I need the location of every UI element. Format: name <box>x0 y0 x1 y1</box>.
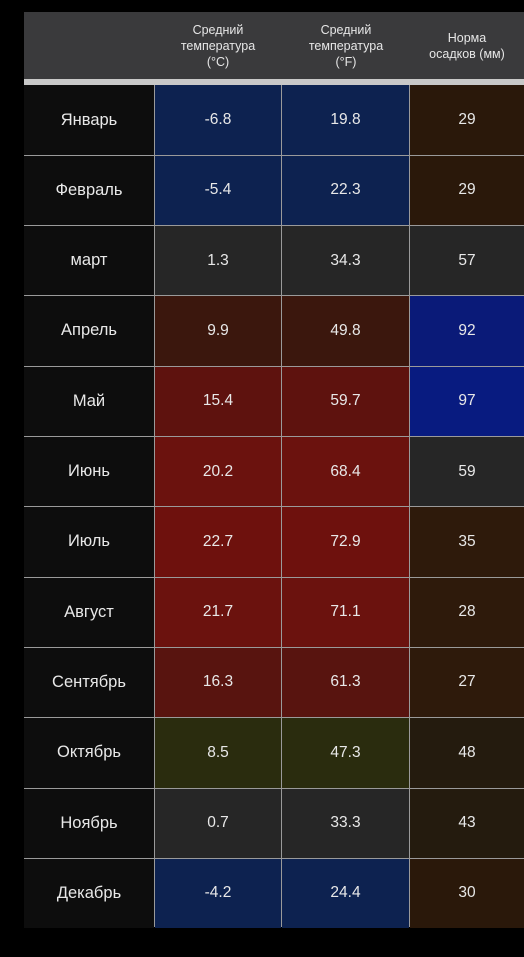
precip-cell: 48 <box>410 717 524 788</box>
month-cell: Январь <box>24 85 154 155</box>
row-divider <box>24 646 524 648</box>
table-header: Средний температура (°C) Средний темпера… <box>24 12 524 79</box>
row-divider <box>24 787 524 789</box>
precip-cell: 29 <box>410 155 524 226</box>
table-row: Апрель 9.9 49.8 92 <box>24 295 524 366</box>
temp-f-cell: 72.9 <box>282 506 409 577</box>
temp-f-cell: 34.3 <box>282 225 409 296</box>
temp-c-cell: 21.7 <box>155 577 281 648</box>
temp-c-cell: 16.3 <box>155 647 281 718</box>
temp-c-cell: -4.2 <box>155 858 281 929</box>
header-separator <box>24 79 524 85</box>
month-cell: Август <box>24 577 154 648</box>
precip-cell: 97 <box>410 366 524 437</box>
precip-cell: 92 <box>410 295 524 366</box>
climate-table: Средний температура (°C) Средний темпера… <box>24 12 524 929</box>
table-row: Ноябрь 0.7 33.3 43 <box>24 788 524 858</box>
temp-c-cell: 1.3 <box>155 225 281 296</box>
row-divider <box>24 436 524 437</box>
temp-f-cell: 68.4 <box>282 436 409 507</box>
precip-cell: 28 <box>410 577 524 648</box>
temp-c-cell: 15.4 <box>155 366 281 437</box>
temp-c-cell: 20.2 <box>155 436 281 507</box>
temp-c-cell: 9.9 <box>155 295 281 366</box>
column-divider <box>154 85 155 927</box>
temp-c-cell: 0.7 <box>155 788 281 858</box>
table-row: Июнь 20.2 68.4 59 <box>24 436 524 507</box>
month-cell: март <box>24 225 154 296</box>
temp-c-cell: -5.4 <box>155 155 281 226</box>
temp-f-cell: 61.3 <box>282 647 409 718</box>
precip-cell: 29 <box>410 85 524 155</box>
table-row: Сентябрь 16.3 61.3 27 <box>24 647 524 718</box>
temp-c-cell: -6.8 <box>155 85 281 155</box>
table-row: март 1.3 34.3 57 <box>24 225 524 296</box>
temp-f-cell: 71.1 <box>282 577 409 648</box>
precip-cell: 57 <box>410 225 524 296</box>
row-divider <box>24 857 524 859</box>
table-row: Декабрь -4.2 24.4 30 <box>24 858 524 929</box>
header-month <box>24 12 154 79</box>
month-cell: Ноябрь <box>24 788 154 858</box>
month-cell: Май <box>24 366 154 437</box>
month-cell: Июль <box>24 506 154 577</box>
row-divider <box>24 576 524 578</box>
temp-f-cell: 33.3 <box>282 788 409 858</box>
temp-f-cell: 47.3 <box>282 717 409 788</box>
table-row: Май 15.4 59.7 97 <box>24 366 524 437</box>
temp-f-cell: 24.4 <box>282 858 409 929</box>
table-row: Январь -6.8 19.8 29 <box>24 85 524 155</box>
temp-c-cell: 22.7 <box>155 506 281 577</box>
precip-cell: 43 <box>410 788 524 858</box>
table-row: Октябрь 8.5 47.3 48 <box>24 717 524 788</box>
header-avg-temp-c: Средний температура (°C) <box>180 22 256 69</box>
column-divider <box>281 85 282 927</box>
month-cell: Февраль <box>24 155 154 226</box>
column-divider <box>409 85 410 927</box>
table-row: Июль 22.7 72.9 35 <box>24 506 524 577</box>
header-avg-temp-f: Средний температура (°F) <box>308 22 384 69</box>
temp-f-cell: 19.8 <box>282 85 409 155</box>
table-row: Февраль -5.4 22.3 29 <box>24 155 524 226</box>
temp-f-cell: 22.3 <box>282 155 409 226</box>
precip-cell: 35 <box>410 506 524 577</box>
month-cell: Октябрь <box>24 717 154 788</box>
table-row: Август 21.7 71.1 28 <box>24 577 524 648</box>
precip-cell: 59 <box>410 436 524 507</box>
row-divider <box>24 506 524 508</box>
month-cell: Апрель <box>24 295 154 366</box>
temp-c-cell: 8.5 <box>155 717 281 788</box>
row-divider <box>24 717 524 719</box>
row-divider <box>24 154 524 156</box>
row-divider <box>24 295 524 297</box>
row-divider <box>24 365 524 367</box>
precip-cell: 27 <box>410 647 524 718</box>
row-divider <box>24 225 524 227</box>
precip-cell: 30 <box>410 858 524 929</box>
month-cell: Декабрь <box>24 858 154 929</box>
month-cell: Сентябрь <box>24 647 154 718</box>
temp-f-cell: 59.7 <box>282 366 409 437</box>
header-precipitation: Норма осадков (мм) <box>429 30 505 61</box>
month-cell: Июнь <box>24 436 154 507</box>
temp-f-cell: 49.8 <box>282 295 409 366</box>
